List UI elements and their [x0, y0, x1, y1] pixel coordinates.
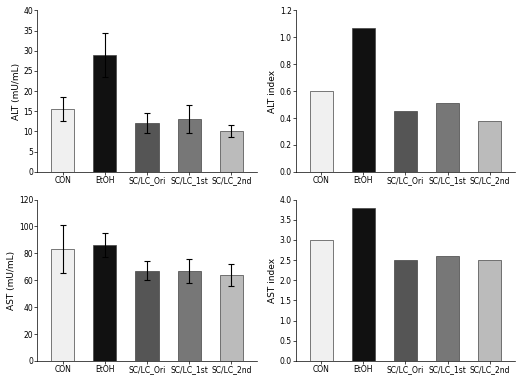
- Bar: [220, 275, 243, 361]
- Bar: [394, 111, 417, 172]
- Bar: [352, 208, 375, 361]
- Bar: [135, 123, 159, 172]
- Bar: [310, 240, 333, 361]
- Y-axis label: AST (mU/mL): AST (mU/mL): [7, 251, 16, 310]
- Bar: [135, 271, 159, 361]
- Bar: [93, 55, 116, 172]
- Bar: [310, 91, 333, 172]
- Bar: [436, 103, 459, 172]
- Bar: [478, 260, 501, 361]
- Y-axis label: ALT index: ALT index: [268, 70, 277, 113]
- Bar: [352, 28, 375, 172]
- Bar: [51, 109, 74, 172]
- Bar: [177, 119, 201, 172]
- Y-axis label: AST index: AST index: [268, 258, 277, 303]
- Bar: [436, 256, 459, 361]
- Bar: [478, 121, 501, 172]
- Bar: [93, 245, 116, 361]
- Bar: [220, 131, 243, 172]
- Bar: [177, 271, 201, 361]
- Bar: [51, 249, 74, 361]
- Bar: [394, 260, 417, 361]
- Y-axis label: ALT (mU/mL): ALT (mU/mL): [11, 62, 21, 120]
